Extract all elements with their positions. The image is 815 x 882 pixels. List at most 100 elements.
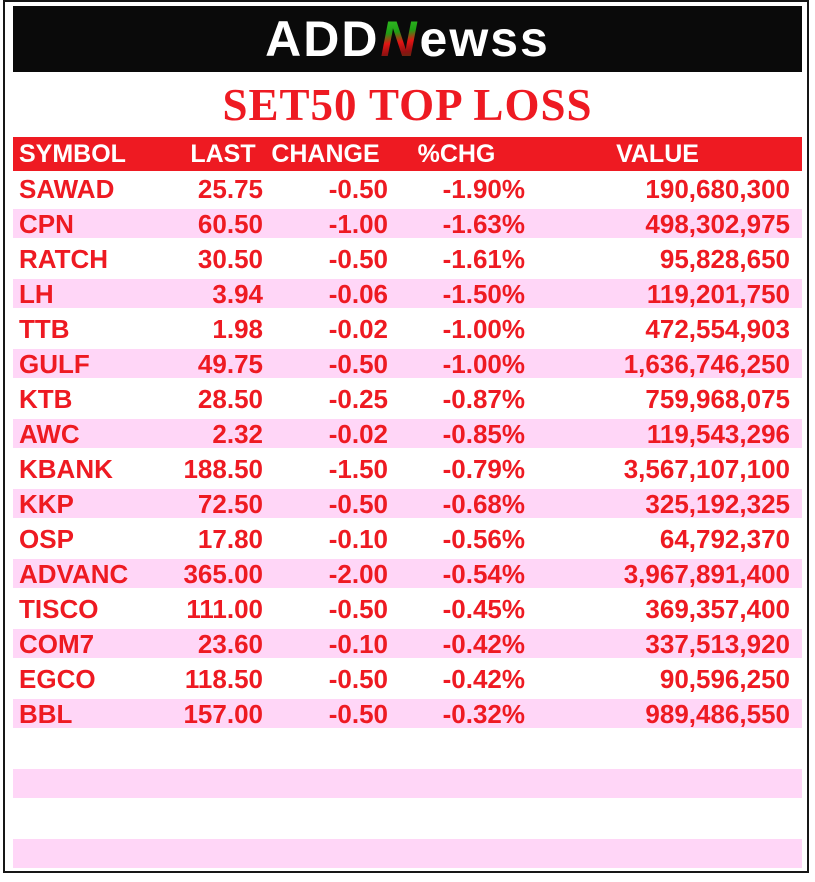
table-row: GULF 49.75 -0.50 -1.00% 1,636,746,250 [13,346,802,381]
value-cell: 337,513,920 [645,628,790,659]
last-cell: 3.94 [212,278,263,309]
symbol-cell: RATCH [19,243,109,274]
change-cell: -0.50 [328,488,388,519]
change-cell: -0.50 [328,663,388,694]
logo-text-suffix: ewss [419,11,550,67]
symbol-cell: KTB [19,383,73,414]
pctchg-cell: -1.63% [442,208,525,239]
last-cell: 23.60 [197,628,263,659]
pctchg-cell: -0.56% [442,523,525,554]
logo-banner: ADDNewss [13,6,802,72]
change-cell: -0.02 [328,313,388,344]
pctchg-cell: -1.61% [442,243,525,274]
symbol-cell: AWC [19,418,80,449]
last-cell: 365.00 [183,558,263,589]
value-cell: 325,192,325 [645,488,790,519]
change-cell: -1.50 [328,453,388,484]
pctchg-cell: -0.32% [442,698,525,729]
change-cell: -0.50 [328,348,388,379]
symbol-cell: LH [19,278,54,309]
value-cell: 95,828,650 [659,243,790,274]
pctchg-cell: -1.90% [442,173,525,204]
last-cell: 188.50 [183,453,263,484]
last-cell: 28.50 [197,383,263,414]
table-row: TTB 1.98 -0.02 -1.00% 472,554,903 [13,311,802,346]
pctchg-cell: -0.79% [442,453,525,484]
pctchg-cell: -0.42% [442,628,525,659]
change-cell: -0.02 [328,418,388,449]
last-cell: 2.32 [212,418,263,449]
column-header-change: CHANGE [271,139,380,168]
value-cell: 3,967,891,400 [623,558,790,589]
column-header-symbol: SYMBOL [19,139,126,168]
value-cell: 3,567,107,100 [623,453,790,484]
pctchg-cell: -1.00% [442,348,525,379]
table-row: OSP 17.80 -0.10 -0.56% 64,792,370 [13,521,802,556]
value-cell: 64,792,370 [659,523,790,554]
symbol-cell: TISCO [19,593,99,624]
symbol-cell: EGCO [19,663,96,694]
table-row-empty [13,766,802,801]
table-row: KBANK 188.50 -1.50 -0.79% 3,567,107,100 [13,451,802,486]
table-row-empty [13,801,802,836]
symbol-cell: CPN [19,208,74,239]
table-header-row: SYMBOL LAST CHANGE %CHG VALUE [13,137,802,171]
last-cell: 72.50 [197,488,263,519]
pctchg-cell: -0.68% [442,488,525,519]
value-cell: 498,302,975 [645,208,790,239]
pctchg-cell: -0.45% [442,593,525,624]
pctchg-cell: -0.54% [442,558,525,589]
table-row: ADVANC 365.00 -2.00 -0.54% 3,967,891,400 [13,556,802,591]
table-row: CPN 60.50 -1.00 -1.63% 498,302,975 [13,206,802,241]
symbol-cell: TTB [19,313,70,344]
table-row: KTB 28.50 -0.25 -0.87% 759,968,075 [13,381,802,416]
table-row-empty [13,731,802,766]
value-cell: 119,543,296 [646,418,790,449]
table-row: AWC 2.32 -0.02 -0.85% 119,543,296 [13,416,802,451]
symbol-cell: SAWAD [19,173,115,204]
table-body: SAWAD 25.75 -0.50 -1.90% 190,680,300 CPN 60.50… [13,171,802,871]
table-row: KKP 72.50 -0.50 -0.68% 325,192,325 [13,486,802,521]
value-cell: 989,486,550 [645,698,790,729]
table-row: RATCH 30.50 -0.50 -1.61% 95,828,650 [13,241,802,276]
change-cell: -0.50 [328,173,388,204]
change-cell: -0.50 [328,593,388,624]
symbol-cell: ADVANC [19,558,129,589]
last-cell: 157.00 [183,698,263,729]
logo-accent-n-icon: N [380,11,419,67]
pctchg-cell: -1.50% [442,278,525,309]
pctchg-cell: -0.42% [442,663,525,694]
page-title: SET50 TOP LOSS [222,80,593,130]
change-cell: -0.50 [328,698,388,729]
symbol-cell: OSP [19,523,74,554]
top-loss-table: SYMBOL LAST CHANGE %CHG VALUE SAWAD 25.75… [13,137,802,871]
change-cell: -0.10 [328,628,388,659]
value-cell: 369,357,400 [645,593,790,624]
pctchg-cell: -1.00% [442,313,525,344]
change-cell: -2.00 [328,558,388,589]
last-cell: 30.50 [197,243,263,274]
table-row: EGCO 118.50 -0.50 -0.42% 90,596,250 [13,661,802,696]
symbol-cell: BBL [19,698,73,729]
last-cell: 49.75 [197,348,263,379]
change-cell: -0.06 [328,278,388,309]
table-row: TISCO 111.00 -0.50 -0.45% 369,357,400 [13,591,802,626]
last-cell: 1.98 [212,313,263,344]
column-header-last: LAST [190,139,256,168]
page-frame: ADDNewss SET50 TOP LOSS SYMBOL LAST CHAN… [3,0,809,873]
table-row: SAWAD 25.75 -0.50 -1.90% 190,680,300 [13,171,802,206]
change-cell: -1.00 [328,208,388,239]
table-row-empty [13,836,802,871]
pctchg-cell: -0.87% [442,383,525,414]
table-row: LH 3.94 -0.06 -1.50% 119,201,750 [13,276,802,311]
change-cell: -0.25 [328,383,388,414]
symbol-cell: COM7 [19,628,95,659]
addnewss-logo: ADDNewss [265,14,550,64]
symbol-cell: GULF [19,348,90,379]
pctchg-cell: -0.85% [442,418,525,449]
logo-text-prefix: ADD [265,11,380,67]
value-cell: 1,636,746,250 [623,348,790,379]
column-header-pctchg: %CHG [417,139,496,168]
symbol-cell: KBANK [19,453,113,484]
symbol-cell: KKP [19,488,74,519]
